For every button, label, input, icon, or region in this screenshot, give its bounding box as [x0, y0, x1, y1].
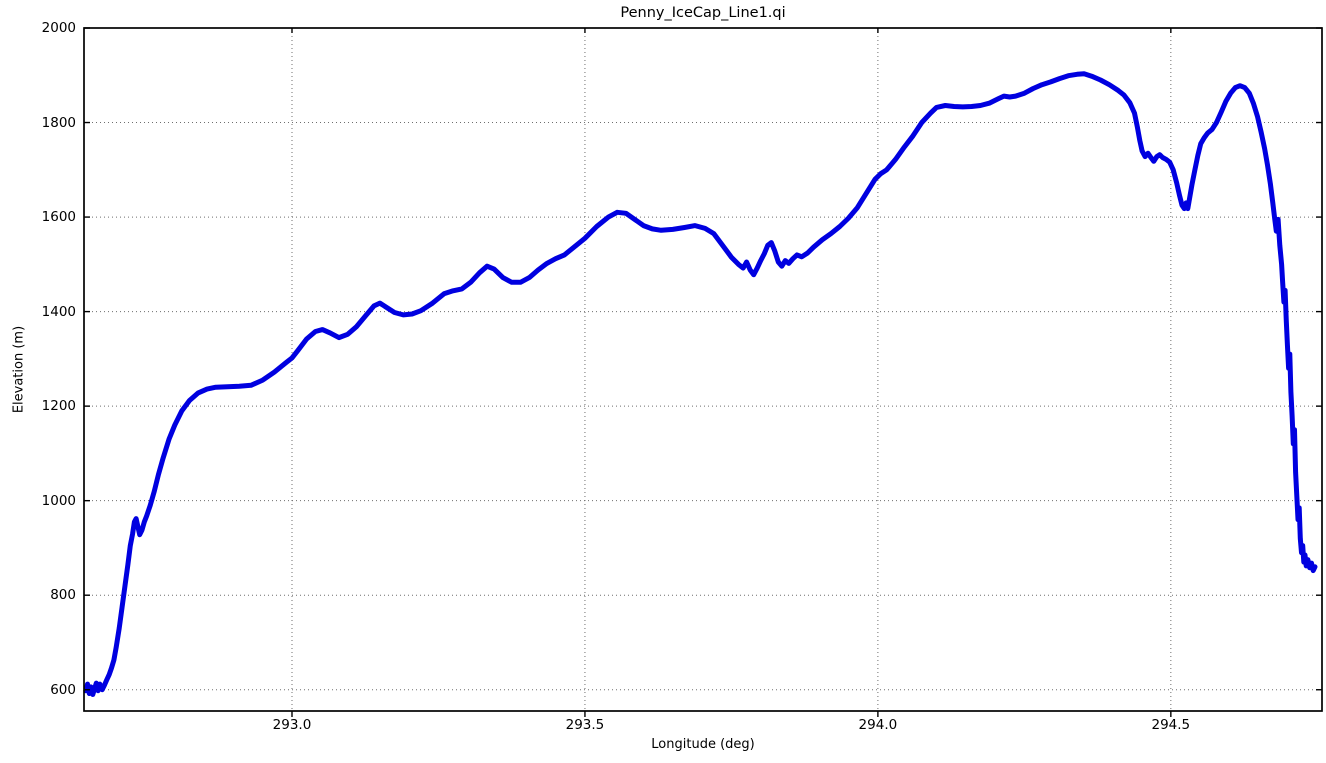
data-line: [83, 71, 1318, 697]
x-tick-label: 293.0: [272, 717, 312, 733]
y-tick-label: 2000: [41, 20, 76, 36]
axes-frame: [83, 27, 1323, 712]
y-tick-label: 1800: [41, 114, 76, 131]
x-tick-label: 294.5: [1151, 717, 1191, 733]
y-tick-label: 1400: [41, 303, 76, 320]
x-tick-label: 293.5: [565, 717, 605, 733]
y-tick-label: 1000: [41, 492, 76, 509]
x-axis-label: Longitude (deg): [651, 737, 755, 752]
chart-title: Penny_IceCap_Line1.qi: [620, 5, 786, 21]
x-tick-label: 294.0: [858, 717, 898, 733]
y-tick-label: 800: [50, 587, 76, 604]
y-tick-label: 600: [50, 681, 76, 698]
y-tick-label: 1200: [41, 398, 76, 415]
y-tick-label: 1600: [41, 209, 76, 226]
